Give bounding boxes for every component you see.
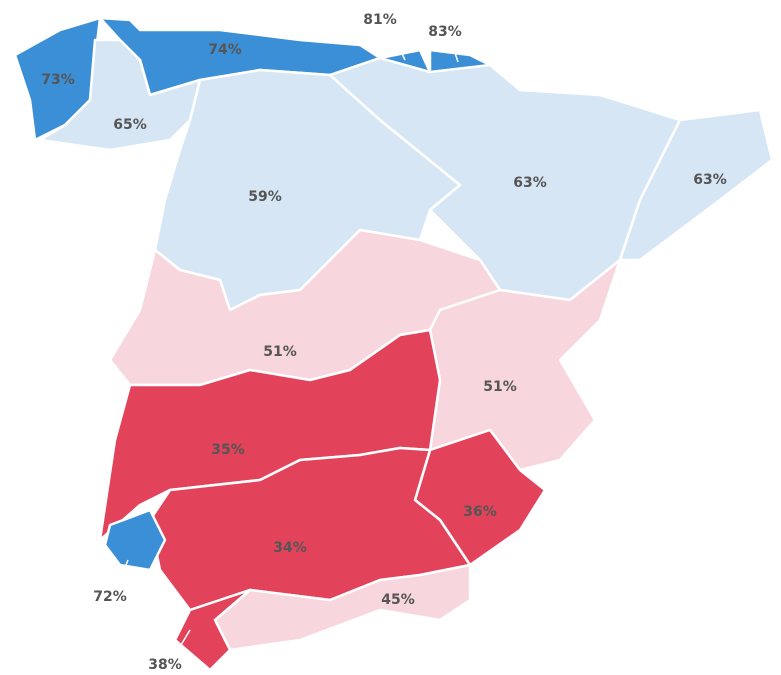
region-label: 81% (363, 12, 397, 28)
region-label: 59% (248, 189, 282, 205)
leader-line (174, 629, 191, 656)
region-label: 73% (41, 72, 75, 88)
region-label: 51% (263, 344, 297, 360)
leader-line (117, 559, 129, 586)
region-label: 65% (113, 117, 147, 133)
region-label: 35% (211, 442, 245, 458)
region-label: 74% (208, 42, 242, 58)
region (103, 508, 167, 572)
leader-line (391, 31, 406, 61)
region-label: 36% (463, 504, 497, 520)
region (38, 38, 202, 152)
region-label: 38% (148, 657, 182, 673)
leader-line (451, 43, 459, 63)
region-label: 72% (93, 589, 127, 605)
region-label: 45% (381, 592, 415, 608)
region-label: 63% (513, 175, 547, 191)
region-label: 34% (273, 540, 307, 556)
region (618, 108, 774, 262)
region-label: 51% (483, 379, 517, 395)
region-label: 83% (428, 24, 462, 40)
region-label: 63% (693, 172, 727, 188)
region (173, 588, 252, 672)
